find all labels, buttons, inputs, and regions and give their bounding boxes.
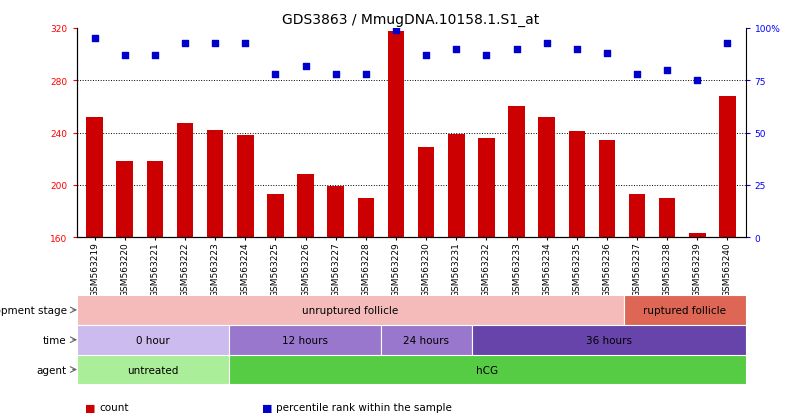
Point — [600, 51, 613, 57]
Text: time: time — [43, 335, 67, 345]
Text: unruptured follicle: unruptured follicle — [302, 305, 398, 315]
Bar — [478, 138, 495, 237]
Text: hCG: hCG — [476, 365, 498, 375]
Bar — [86, 118, 103, 237]
Bar — [229, 325, 380, 355]
Point — [540, 40, 553, 47]
Text: ruptured follicle: ruptured follicle — [643, 305, 726, 315]
Title: GDS3863 / MmugDNA.10158.1.S1_at: GDS3863 / MmugDNA.10158.1.S1_at — [282, 12, 540, 26]
Text: 36 hours: 36 hours — [586, 335, 632, 345]
Point — [450, 46, 463, 53]
Point — [118, 53, 131, 59]
Point — [330, 71, 343, 78]
Text: ■: ■ — [85, 402, 95, 412]
Bar — [659, 198, 675, 237]
Bar — [327, 187, 344, 237]
Bar — [380, 325, 472, 355]
Bar — [358, 198, 374, 237]
Text: 24 hours: 24 hours — [403, 335, 449, 345]
Bar — [177, 124, 193, 237]
Text: 12 hours: 12 hours — [281, 335, 327, 345]
Point — [721, 40, 734, 47]
Bar — [599, 141, 615, 237]
Bar — [509, 107, 525, 237]
Point — [239, 40, 251, 47]
Bar — [624, 295, 746, 325]
Bar — [77, 325, 229, 355]
Text: development stage: development stage — [0, 305, 67, 315]
Point — [148, 53, 161, 59]
Text: count: count — [99, 402, 129, 412]
Point — [179, 40, 192, 47]
Bar — [77, 355, 229, 385]
Bar — [237, 136, 254, 237]
Bar — [418, 147, 434, 237]
Point — [209, 40, 222, 47]
Point — [630, 71, 643, 78]
Text: agent: agent — [36, 365, 67, 375]
Point — [571, 46, 584, 53]
Bar — [117, 162, 133, 237]
Bar — [267, 195, 284, 237]
Point — [510, 46, 523, 53]
Bar — [538, 118, 555, 237]
Bar — [719, 97, 736, 237]
Text: 0 hour: 0 hour — [135, 335, 169, 345]
Text: ■: ■ — [262, 402, 272, 412]
Point — [359, 71, 372, 78]
Text: untreated: untreated — [127, 365, 178, 375]
Point — [88, 36, 101, 43]
Bar — [472, 325, 746, 355]
Point — [661, 67, 674, 74]
Point — [480, 53, 492, 59]
Bar — [207, 131, 223, 237]
Bar — [147, 162, 163, 237]
Point — [269, 71, 282, 78]
Point — [691, 78, 704, 84]
Bar — [629, 195, 646, 237]
Text: percentile rank within the sample: percentile rank within the sample — [276, 402, 452, 412]
Point — [420, 53, 433, 59]
Bar — [297, 175, 314, 237]
Bar — [77, 295, 624, 325]
Bar — [689, 234, 705, 237]
Bar — [229, 355, 746, 385]
Bar — [448, 135, 464, 237]
Point — [389, 28, 402, 34]
Bar — [388, 31, 405, 237]
Bar — [568, 132, 585, 237]
Point — [299, 63, 312, 70]
